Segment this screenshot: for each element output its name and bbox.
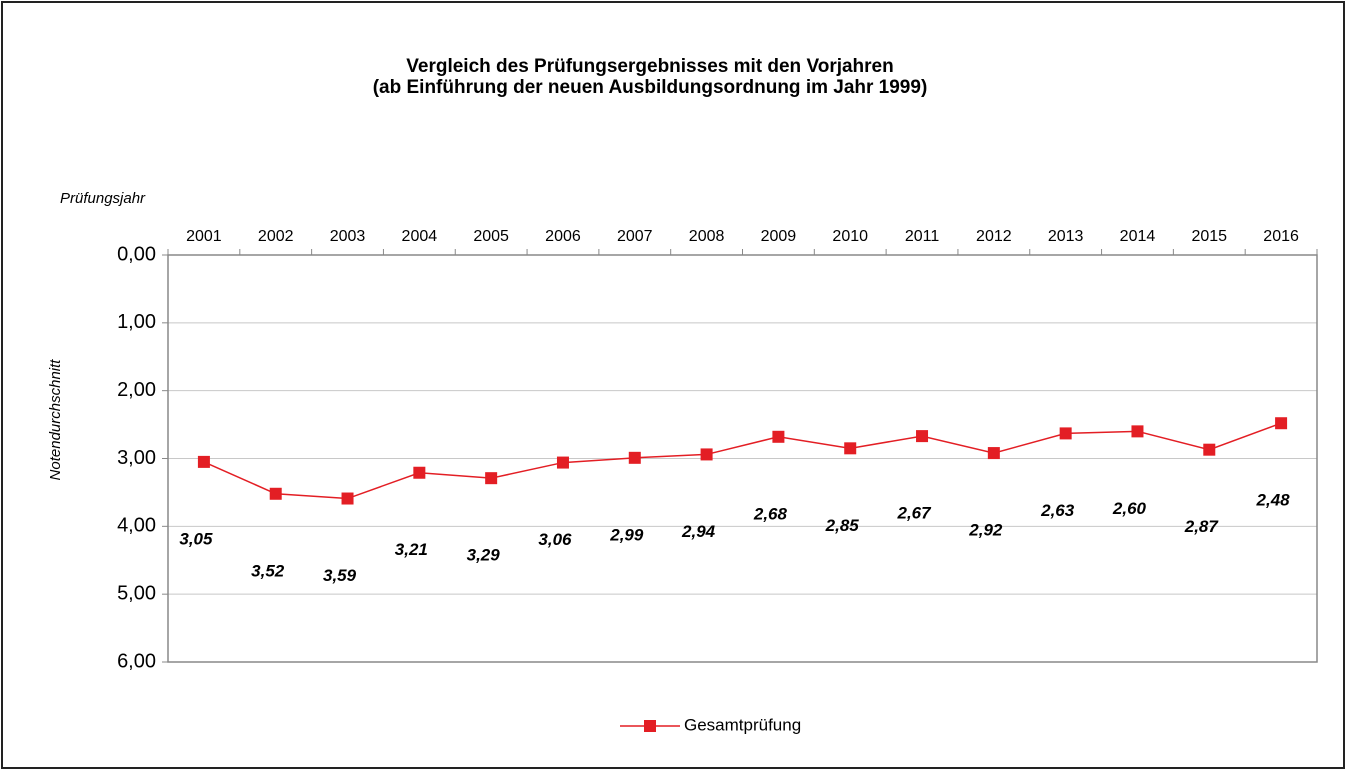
- data-point: [1275, 417, 1288, 430]
- data-label: 2,60: [1112, 499, 1147, 518]
- data-point: [844, 442, 857, 455]
- data-point: [556, 456, 569, 469]
- x-tick-label: 2003: [330, 228, 366, 245]
- data-label: 2,48: [1256, 491, 1291, 510]
- data-point: [1059, 427, 1072, 440]
- data-label: 2,99: [609, 525, 644, 544]
- legend-marker: [644, 720, 656, 732]
- y-tick-label: 5,00: [117, 582, 156, 604]
- x-tick-label: 2012: [976, 228, 1012, 245]
- chart-subtitle: (ab Einführung der neuen Ausbildungsordn…: [373, 77, 928, 98]
- data-label: 2,87: [1184, 517, 1220, 536]
- x-tick-label: 2006: [545, 228, 581, 245]
- data-point: [269, 487, 282, 500]
- data-label: 3,29: [467, 546, 501, 565]
- data-point: [1131, 425, 1144, 438]
- y-tick-label: 3,00: [117, 447, 156, 469]
- data-point: [341, 492, 354, 505]
- data-label: 3,59: [323, 566, 357, 585]
- x-tick-label: 2005: [473, 228, 509, 245]
- data-label: 2,67: [896, 504, 932, 523]
- x-tick-label: 2013: [1048, 228, 1084, 245]
- data-label: 2,63: [1040, 501, 1075, 520]
- data-label: 3,21: [395, 540, 428, 559]
- data-point: [485, 472, 498, 485]
- x-tick-label: 2014: [1120, 228, 1156, 245]
- data-point: [628, 451, 641, 464]
- data-label: 3,52: [251, 561, 285, 580]
- y-tick-label: 6,00: [117, 650, 156, 672]
- y-tick-label: 2,00: [117, 379, 156, 401]
- x-tick-label: 2007: [617, 228, 653, 245]
- y-axis-label: Notendurchschnitt: [47, 359, 64, 481]
- data-point: [700, 448, 713, 461]
- x-tick-label: 2011: [905, 228, 940, 245]
- chart-title: Vergleich des Prüfungsergebnisses mit de…: [406, 56, 893, 77]
- x-tick-label: 2004: [402, 228, 438, 245]
- x-tick-label: 2016: [1263, 228, 1299, 245]
- data-point: [197, 455, 210, 468]
- data-label: 3,05: [179, 529, 213, 548]
- data-point: [772, 430, 785, 443]
- data-label: 2,94: [681, 522, 716, 541]
- data-point: [916, 430, 929, 443]
- x-tick-label: 2008: [689, 228, 725, 245]
- x-tick-label: 2002: [258, 228, 294, 245]
- y-tick-label: 0,00: [117, 243, 156, 265]
- legend-label: Gesamtprüfung: [684, 715, 801, 734]
- series-line: [203, 422, 1282, 500]
- data-label: 2,85: [825, 516, 860, 535]
- x-tick-label: 2010: [832, 228, 868, 245]
- data-point: [1203, 443, 1216, 456]
- x-tick-label: 2015: [1191, 228, 1227, 245]
- data-label: 2,92: [968, 521, 1003, 540]
- data-label: 2,68: [753, 504, 788, 523]
- data-point: [413, 466, 426, 479]
- y-tick-label: 4,00: [117, 515, 156, 537]
- x-axis-label: Prüfungsjahr: [60, 190, 146, 207]
- x-tick-label: 2001: [186, 228, 222, 245]
- y-tick-label: 1,00: [117, 311, 156, 333]
- x-tick-label: 2009: [761, 228, 797, 245]
- data-label: 3,06: [538, 530, 572, 549]
- data-point: [987, 447, 1000, 460]
